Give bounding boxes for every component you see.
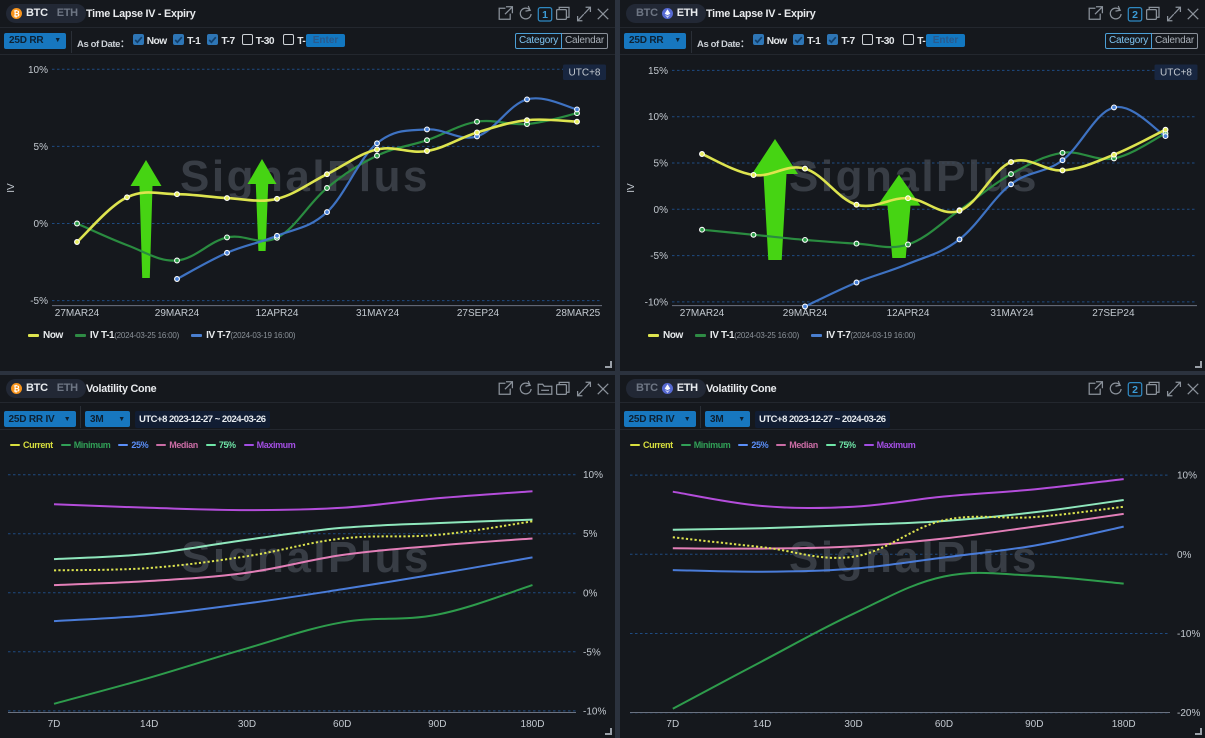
svg-text:2: 2 xyxy=(1132,9,1138,21)
svg-text:UTC+8: UTC+8 xyxy=(1160,68,1192,79)
svg-text:₿: ₿ xyxy=(13,9,20,18)
svg-text:-5%: -5% xyxy=(650,251,668,262)
svg-text:-20%: -20% xyxy=(1177,708,1200,719)
svg-text:60D: 60D xyxy=(333,719,351,730)
svg-text:0%: 0% xyxy=(654,205,669,216)
svg-text:5%: 5% xyxy=(583,529,598,540)
svg-text:31MAY24: 31MAY24 xyxy=(356,308,400,319)
svg-text:30D: 30D xyxy=(238,719,256,730)
svg-text:0%: 0% xyxy=(583,588,598,599)
svg-text:SignalPlus: SignalPlus xyxy=(180,152,430,201)
svg-text:27SEP24: 27SEP24 xyxy=(457,308,500,319)
svg-text:180D: 180D xyxy=(1112,719,1136,730)
svg-text:27MAR24: 27MAR24 xyxy=(55,308,100,319)
svg-text:SignalPlus: SignalPlus xyxy=(181,533,431,582)
svg-text:IV: IV xyxy=(626,183,637,193)
svg-text:27MAR24: 27MAR24 xyxy=(680,308,725,319)
svg-text:2: 2 xyxy=(1132,384,1138,396)
svg-text:-5%: -5% xyxy=(30,296,48,307)
svg-text:90D: 90D xyxy=(428,719,446,730)
svg-text:10%: 10% xyxy=(583,470,603,481)
svg-text:10%: 10% xyxy=(1177,471,1197,482)
svg-text:28MAR25: 28MAR25 xyxy=(556,308,601,319)
svg-text:-10%: -10% xyxy=(1177,629,1200,640)
svg-text:5%: 5% xyxy=(654,159,669,170)
svg-text:31MAY24: 31MAY24 xyxy=(990,308,1034,319)
svg-text:7D: 7D xyxy=(48,719,61,730)
svg-text:0%: 0% xyxy=(1177,550,1192,561)
svg-text:27SEP24: 27SEP24 xyxy=(1092,308,1135,319)
svg-text:29MAR24: 29MAR24 xyxy=(783,308,828,319)
svg-text:IV: IV xyxy=(6,183,17,193)
svg-text:1: 1 xyxy=(542,9,548,21)
svg-text:₿: ₿ xyxy=(13,384,20,393)
svg-text:12APR24: 12APR24 xyxy=(256,308,299,319)
svg-text:UTC+8: UTC+8 xyxy=(569,68,601,79)
svg-text:-10%: -10% xyxy=(583,706,606,717)
svg-text:-10%: -10% xyxy=(645,297,668,308)
svg-text:29MAR24: 29MAR24 xyxy=(155,308,200,319)
svg-text:7D: 7D xyxy=(666,719,679,730)
svg-text:-5%: -5% xyxy=(583,647,601,658)
svg-text:0%: 0% xyxy=(34,219,49,230)
svg-text:30D: 30D xyxy=(844,719,862,730)
svg-text:180D: 180D xyxy=(521,719,545,730)
svg-text:15%: 15% xyxy=(648,66,668,77)
svg-text:10%: 10% xyxy=(648,112,668,123)
svg-text:12APR24: 12APR24 xyxy=(887,308,930,319)
svg-text:14D: 14D xyxy=(140,719,158,730)
svg-text:10%: 10% xyxy=(28,65,48,76)
svg-text:5%: 5% xyxy=(34,142,49,153)
svg-text:14D: 14D xyxy=(753,719,771,730)
svg-text:60D: 60D xyxy=(935,719,953,730)
svg-text:90D: 90D xyxy=(1025,719,1043,730)
